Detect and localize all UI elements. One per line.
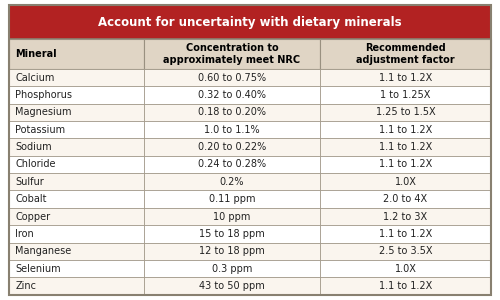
Text: 1.1 to 1.2X: 1.1 to 1.2X — [379, 142, 432, 152]
Text: 0.3 ppm: 0.3 ppm — [212, 264, 252, 274]
Text: 0.11 ppm: 0.11 ppm — [208, 194, 255, 204]
Bar — [144, 173, 320, 190]
Text: Potassium: Potassium — [16, 125, 66, 135]
Text: 1.0 to 1.1%: 1.0 to 1.1% — [204, 125, 260, 135]
Bar — [9, 225, 144, 242]
Bar — [9, 104, 144, 121]
Bar — [320, 190, 491, 208]
Text: 1.1 to 1.2X: 1.1 to 1.2X — [379, 160, 432, 170]
Text: 1 to 1.25X: 1 to 1.25X — [380, 90, 430, 100]
Bar — [144, 242, 320, 260]
Text: Concentration to
approximately meet NRC: Concentration to approximately meet NRC — [164, 43, 300, 64]
Bar — [144, 86, 320, 104]
Text: Recommended
adjustment factor: Recommended adjustment factor — [356, 43, 455, 64]
Bar — [9, 190, 144, 208]
Text: Selenium: Selenium — [16, 264, 61, 274]
Text: 1.1 to 1.2X: 1.1 to 1.2X — [379, 229, 432, 239]
Bar — [9, 277, 144, 295]
Text: Calcium: Calcium — [16, 73, 55, 83]
Bar — [320, 208, 491, 225]
Bar — [320, 173, 491, 190]
Text: 10 ppm: 10 ppm — [213, 212, 250, 221]
Bar — [9, 242, 144, 260]
Bar — [9, 173, 144, 190]
Text: 0.2%: 0.2% — [220, 177, 244, 187]
Text: 15 to 18 ppm: 15 to 18 ppm — [199, 229, 265, 239]
Bar — [320, 104, 491, 121]
Bar — [9, 39, 144, 69]
Text: Account for uncertainty with dietary minerals: Account for uncertainty with dietary min… — [98, 16, 402, 28]
Text: Cobalt: Cobalt — [16, 194, 47, 204]
Bar — [144, 190, 320, 208]
Text: Copper: Copper — [16, 212, 50, 221]
Bar — [144, 39, 320, 69]
Text: 1.25 to 1.5X: 1.25 to 1.5X — [376, 107, 436, 117]
Bar — [9, 260, 144, 277]
Bar — [320, 156, 491, 173]
Bar — [144, 121, 320, 138]
Bar — [320, 277, 491, 295]
Text: 1.1 to 1.2X: 1.1 to 1.2X — [379, 125, 432, 135]
Bar — [144, 138, 320, 156]
Text: 43 to 50 ppm: 43 to 50 ppm — [199, 281, 265, 291]
Text: 12 to 18 ppm: 12 to 18 ppm — [199, 246, 265, 256]
Bar — [320, 121, 491, 138]
Bar — [144, 69, 320, 86]
Bar — [144, 104, 320, 121]
Text: 0.18 to 0.20%: 0.18 to 0.20% — [198, 107, 266, 117]
Text: 0.20 to 0.22%: 0.20 to 0.22% — [198, 142, 266, 152]
Text: 1.1 to 1.2X: 1.1 to 1.2X — [379, 73, 432, 83]
Bar — [320, 86, 491, 104]
Text: 0.32 to 0.40%: 0.32 to 0.40% — [198, 90, 266, 100]
Text: 2.0 to 4X: 2.0 to 4X — [384, 194, 428, 204]
Bar — [320, 260, 491, 277]
Text: Sodium: Sodium — [16, 142, 52, 152]
Bar — [9, 5, 491, 39]
Text: Zinc: Zinc — [16, 281, 36, 291]
Text: Manganese: Manganese — [16, 246, 72, 256]
Text: 1.0X: 1.0X — [394, 177, 416, 187]
Text: 0.24 to 0.28%: 0.24 to 0.28% — [198, 160, 266, 170]
Bar — [144, 260, 320, 277]
Bar — [9, 138, 144, 156]
Bar — [144, 225, 320, 242]
Bar — [320, 225, 491, 242]
Bar — [9, 208, 144, 225]
Bar — [9, 121, 144, 138]
Text: 1.2 to 3X: 1.2 to 3X — [384, 212, 428, 221]
Bar — [9, 156, 144, 173]
Text: 1.1 to 1.2X: 1.1 to 1.2X — [379, 281, 432, 291]
Bar — [144, 156, 320, 173]
Text: 0.60 to 0.75%: 0.60 to 0.75% — [198, 73, 266, 83]
Text: 1.0X: 1.0X — [394, 264, 416, 274]
Bar — [9, 86, 144, 104]
Bar — [320, 138, 491, 156]
Bar — [320, 242, 491, 260]
Text: 2.5 to 3.5X: 2.5 to 3.5X — [378, 246, 432, 256]
Text: Magnesium: Magnesium — [16, 107, 72, 117]
Text: Mineral: Mineral — [16, 49, 57, 59]
Bar — [320, 39, 491, 69]
Bar — [144, 277, 320, 295]
Bar — [9, 69, 144, 86]
Bar — [144, 208, 320, 225]
Text: Iron: Iron — [16, 229, 34, 239]
Text: Chloride: Chloride — [16, 160, 56, 170]
Bar — [320, 69, 491, 86]
Text: Sulfur: Sulfur — [16, 177, 44, 187]
Text: Phosphorus: Phosphorus — [16, 90, 72, 100]
